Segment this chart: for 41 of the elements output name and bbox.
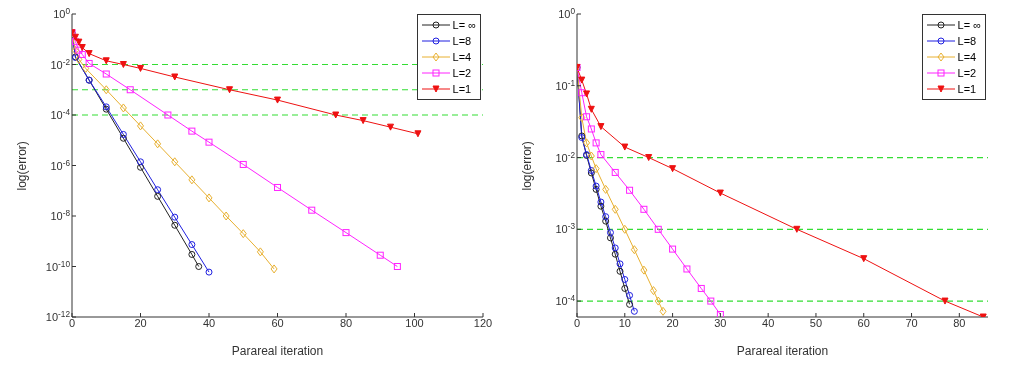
x-tick-label: 60 <box>271 316 284 329</box>
y-tick-label: 10$^{-10}$ <box>45 259 71 273</box>
y-tick-label: 10$^{-3}$ <box>555 221 576 236</box>
x-tick-label: 0 <box>573 316 581 329</box>
y-tick-label: 10$^{-1}$ <box>555 78 576 92</box>
y-tick-label: 10$^{-2}$ <box>50 57 71 71</box>
y-tick-label: 10$^{0}$ <box>558 6 576 20</box>
x-tick-label: 20 <box>134 316 147 329</box>
legend-label: L=2 <box>452 67 472 79</box>
x-tick-label: 40 <box>762 316 775 329</box>
y-tick-label: 10$^{-8}$ <box>50 208 71 222</box>
x-tick-label: 80 <box>339 316 353 329</box>
x-tick-label: 60 <box>857 316 870 329</box>
x-tick-label: 30 <box>714 316 727 329</box>
legend-label: L=2 <box>957 67 977 79</box>
y-tick-label: 10$^{-2}$ <box>555 150 576 164</box>
x-tick-label: 120 <box>473 316 493 329</box>
y-axis-title: log(error) <box>15 141 30 191</box>
x-tick-label: 20 <box>666 316 679 329</box>
legend-label: L=8 <box>452 35 472 47</box>
legend-label: L= ∞ <box>452 19 476 31</box>
x-tick-label: 0 <box>68 316 76 329</box>
x-tick-label: 10 <box>618 316 631 329</box>
x-tick-label: 50 <box>809 316 823 329</box>
legend-label: L= ∞ <box>957 19 981 31</box>
y-tick-label: 10$^{-4}$ <box>50 107 71 121</box>
x-tick-label: 80 <box>953 316 966 329</box>
legend-label: L=1 <box>452 83 472 95</box>
x-axis-title: Parareal iteration <box>231 344 324 358</box>
x-tick-label: 40 <box>202 316 216 329</box>
y-tick-label: 10$^{0}$ <box>53 6 71 20</box>
legend-label: L=1 <box>957 83 977 95</box>
y-tick-label: 10$^{-4}$ <box>555 293 576 308</box>
y-axis-title: log(error) <box>520 141 535 191</box>
x-tick-label: 100 <box>405 316 424 329</box>
legend-label: L=8 <box>957 35 977 47</box>
x-tick-label: 70 <box>905 316 918 329</box>
y-tick-label: 10$^{-6}$ <box>50 158 71 172</box>
legend-label: L=4 <box>957 51 977 63</box>
x-axis-title: Parareal iteration <box>736 344 829 358</box>
legend-label: L=4 <box>452 51 472 63</box>
